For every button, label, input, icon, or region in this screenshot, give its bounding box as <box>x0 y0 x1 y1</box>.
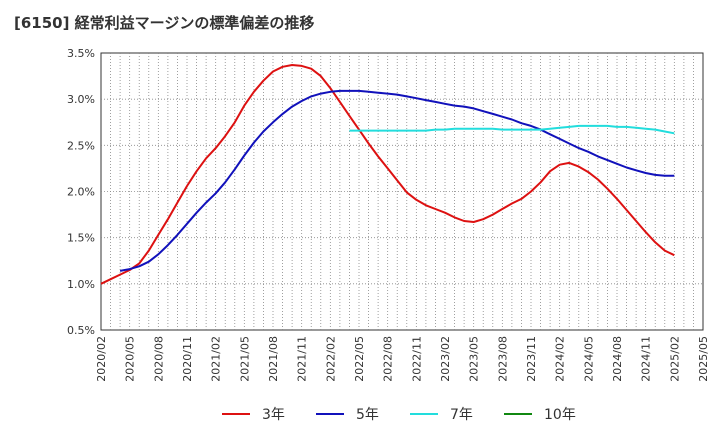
x-tick-label: 2025/05 <box>697 336 710 382</box>
y-tick-label: 2.5% <box>67 139 95 152</box>
x-tick-label: 2023/08 <box>496 336 509 382</box>
x-tick-label: 2021/08 <box>267 336 280 382</box>
x-tick-label: 2022/11 <box>410 336 423 382</box>
y-tick-label: 2.0% <box>67 186 95 199</box>
x-tick-label: 2022/08 <box>382 336 395 382</box>
x-tick-label: 2020/11 <box>181 336 194 382</box>
chart-title: [6150] 経常利益マージンの標準偏差の推移 <box>14 14 315 32</box>
x-tick-label: 2024/11 <box>640 336 653 382</box>
x-tick-label: 2024/05 <box>582 336 595 382</box>
series-line-2 <box>119 89 675 272</box>
legend-label-1: 3年 <box>262 407 285 423</box>
y-tick-label: 0.5% <box>67 324 95 337</box>
x-tick-label: 2022/05 <box>353 336 366 382</box>
x-tick-label: 2021/02 <box>210 336 223 382</box>
x-tick-label: 2023/05 <box>468 336 481 382</box>
legend-label-3: 7年 <box>450 407 473 423</box>
y-tick-label: 1.0% <box>67 278 95 291</box>
series-line-1 <box>100 64 675 285</box>
x-tick-label: 2022/02 <box>324 336 337 382</box>
x-tick-label: 2023/02 <box>439 336 452 382</box>
legend-label-2: 5年 <box>356 407 379 423</box>
legend-label-4: 10年 <box>544 407 576 423</box>
x-tick-label: 2024/08 <box>611 336 624 382</box>
y-tick-label: 1.5% <box>67 232 95 245</box>
x-tick-label: 2020/05 <box>124 336 137 382</box>
x-tick-label: 2025/02 <box>668 336 681 382</box>
x-tick-label: 2021/05 <box>238 336 251 382</box>
series-line-3 <box>349 124 675 135</box>
x-tick-label: 2024/02 <box>554 336 567 382</box>
x-tick-label: 2021/11 <box>296 336 309 382</box>
x-tick-label: 2020/08 <box>152 336 165 382</box>
x-tick-label: 2023/11 <box>525 336 538 382</box>
y-tick-label: 3.5% <box>67 47 95 60</box>
x-tick-label: 2020/02 <box>95 336 108 382</box>
y-tick-label: 3.0% <box>67 93 95 106</box>
